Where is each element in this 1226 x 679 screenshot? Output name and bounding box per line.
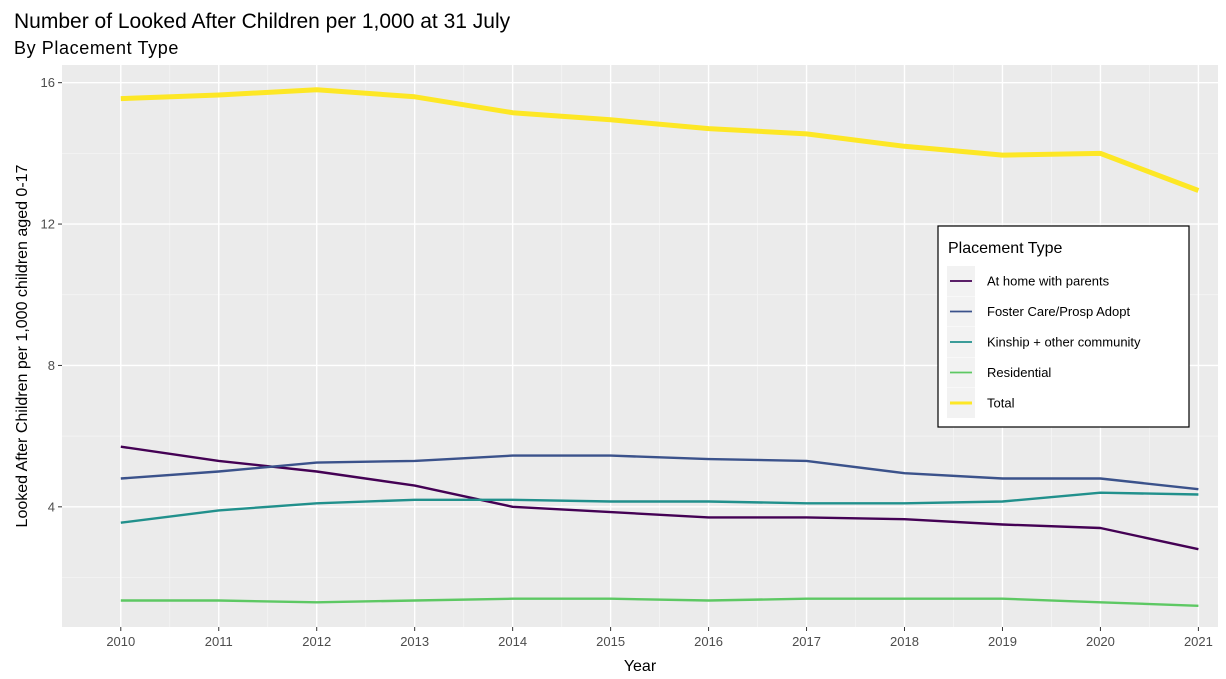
y-tick-label: 12 <box>41 217 55 232</box>
x-tick-label: 2017 <box>792 634 821 649</box>
series-line-4 <box>120 87 1200 193</box>
legend-label: Total <box>987 396 1015 411</box>
legend-label: Foster Care/Prosp Adopt <box>987 304 1130 319</box>
x-tick-label: 2014 <box>498 634 527 649</box>
x-tick-label: 2013 <box>400 634 429 649</box>
legend: Placement Type At home with parents Foste… <box>937 225 1190 428</box>
legend-title: Placement Type <box>948 240 1063 257</box>
series-line-0 <box>120 445 1199 551</box>
x-tick-label: 2011 <box>205 634 233 649</box>
legend-items: At home with parents Foster Care/Prosp Ad… <box>947 266 1141 418</box>
x-tick-label: 2018 <box>890 634 919 649</box>
x-tick-label: 2012 <box>302 634 331 649</box>
x-tick-label: 2016 <box>694 634 723 649</box>
legend-box <box>937 225 1190 428</box>
y-tick-label: 16 <box>41 75 55 90</box>
y-tick-label: 4 <box>48 499 55 514</box>
y-axis-title: Looked After Children per 1,000 children… <box>14 164 31 527</box>
legend-label: Residential <box>987 365 1051 380</box>
series-line-2 <box>120 491 1199 524</box>
x-axis-title: Year <box>624 658 657 675</box>
legend-label: Kinship + other community <box>987 335 1141 350</box>
series-line-1 <box>120 454 1199 491</box>
x-tick-label: 2021 <box>1184 634 1213 649</box>
chart-subtitle: By Placement Type <box>14 38 179 58</box>
series-line-3 <box>120 597 1199 607</box>
x-tick-label: 2010 <box>106 634 135 649</box>
x-tick-label: 2020 <box>1086 634 1115 649</box>
chart-title: Number of Looked After Children per 1,00… <box>14 10 511 33</box>
legend-label: At home with parents <box>987 274 1110 289</box>
x-tick-label: 2015 <box>596 634 625 649</box>
series-lines <box>120 87 1200 607</box>
axes: 4 8 12 16 2010 2011 2012 2013 2014 2015 2016 2017 20… <box>41 75 1213 649</box>
y-tick-label: 8 <box>48 358 55 373</box>
x-tick-label: 2019 <box>988 634 1017 649</box>
